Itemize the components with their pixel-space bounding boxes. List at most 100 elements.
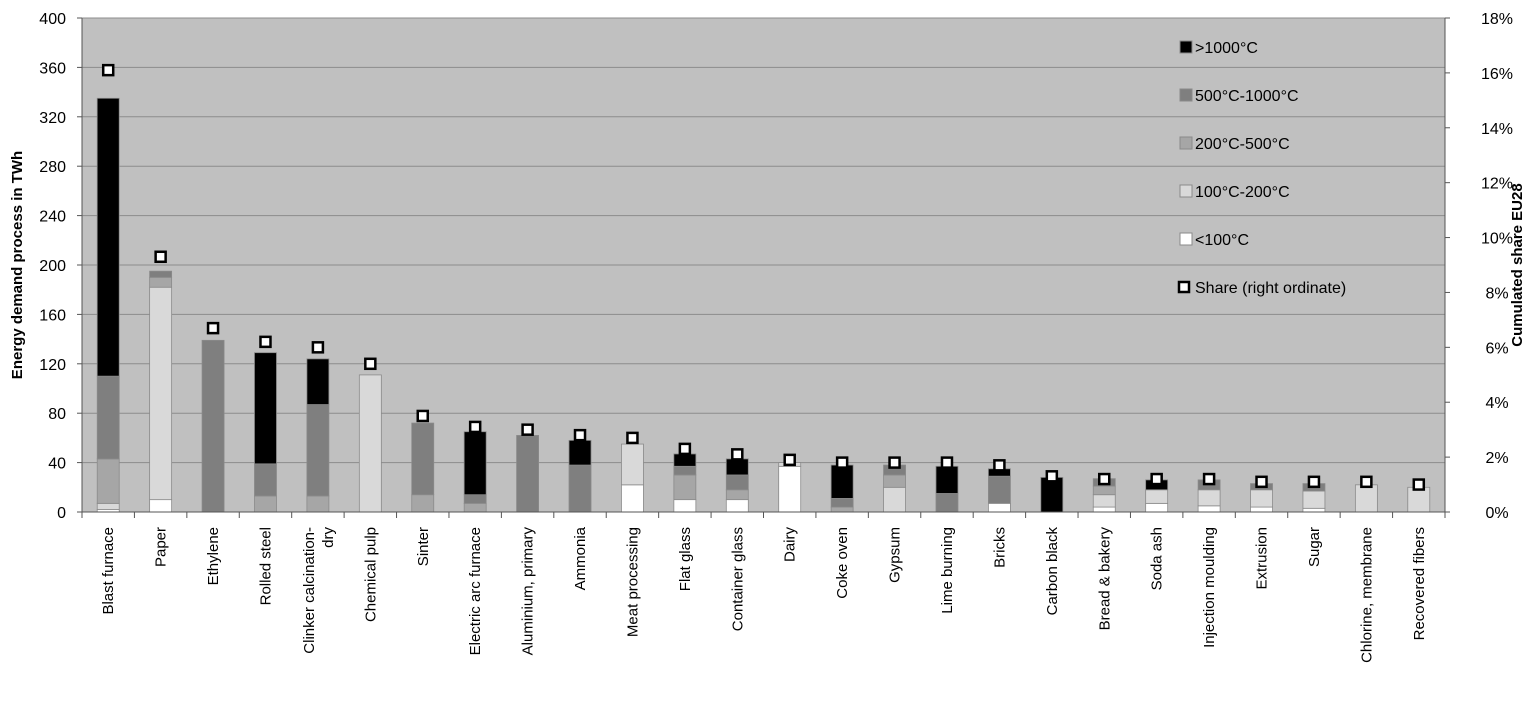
bar-segment-ammonia-1000-c	[568, 439, 592, 466]
bar-segment-carbon-black-1000-c	[1040, 477, 1064, 513]
y2-tick-label: 0%	[1485, 505, 1508, 522]
bar-segment-blast-furnace-1000-c	[96, 97, 120, 377]
x-axis: Blast furnace Paper Ethylene Rolled steel Cl…	[81, 511, 1446, 663]
share-marker-sugar	[1307, 475, 1321, 489]
bar-segment-injection-moulding-100-c	[1197, 505, 1221, 513]
x-tick-label: Bread & bakery	[1096, 527, 1113, 631]
share-marker-chemical-pulp	[364, 357, 377, 371]
bar-segment-sinter-500-c-1000-c	[411, 422, 435, 496]
bar-segment-extrusion-100-c-200-c	[1250, 489, 1273, 508]
bar-segment-soda-ash-100-c	[1145, 502, 1169, 513]
y2-tick-label: 8%	[1485, 285, 1508, 302]
bar-segment-container-glass-100-c	[725, 499, 749, 513]
y2-tick-label: 18%	[1481, 11, 1513, 28]
legend-swatch-500-c-1000-c	[1179, 88, 1193, 102]
x-tick-label: Dairy	[782, 527, 799, 563]
bar-segment-sugar-100-c	[1302, 507, 1326, 513]
legend: >1000°C 500°C-1000°C 200°C-500°C 100°C-200°…	[1177, 40, 1346, 297]
bar-segment-paper-500-c-1000-c	[149, 270, 173, 278]
y2-tick-label: 10%	[1481, 231, 1513, 248]
x-tick-label: Paper	[153, 527, 170, 567]
bar-segment-aluminium-primary-500-c-1000-c	[516, 435, 539, 513]
bar-segment-flat-glass-500-c-1000-c	[673, 465, 697, 476]
bar-segment-container-glass-200-c-500-c	[725, 489, 749, 501]
x-tick-label: Carbon black	[1044, 527, 1061, 616]
bar-segment-blast-furnace-200-c-500-c	[96, 458, 120, 504]
bar-segment-flat-glass-1000-c	[673, 453, 697, 467]
share-marker-chlorine-membrane	[1360, 475, 1373, 489]
bar-segment-gypsum-200-c-500-c	[883, 474, 906, 488]
y-tick-label: 0	[57, 505, 66, 522]
x-tick-label: Injection moulding	[1201, 527, 1218, 648]
x-tick-label: Ethylene	[205, 527, 222, 585]
y2-tick-label: 2%	[1485, 450, 1508, 467]
share-marker-ethylene	[206, 321, 220, 335]
bar-segment-meat-processing-100-c-200-c	[621, 443, 644, 486]
bar-segment-sugar-100-c-200-c	[1302, 490, 1326, 509]
y-axis-title: Energy demand process in TWh	[9, 151, 26, 379]
y2-tick-label: 6%	[1485, 340, 1508, 357]
y2-tick-label: 14%	[1481, 121, 1513, 138]
y-tick-label: 120	[39, 357, 66, 374]
legend-label: 200°C-500°C	[1195, 136, 1290, 153]
bar-segment-recovered-fibers-100-c-200-c	[1407, 486, 1431, 513]
bar-segment-clinker-calcination-dry-1000-c	[306, 358, 330, 405]
legend-label: 500°C-1000°C	[1195, 88, 1299, 105]
share-markers	[101, 63, 1426, 491]
bar-segment-flat-glass-100-c	[673, 499, 697, 513]
share-marker-bricks	[993, 459, 1006, 472]
bar-segment-bread-bakery-200-c-500-c	[1092, 485, 1116, 496]
y2-tick-label: 12%	[1481, 176, 1513, 193]
x-tick-label: Coke oven	[834, 527, 851, 599]
x-tick-label: Flat glass	[677, 527, 694, 591]
bar-segment-chlorine-membrane-100-c-200-c	[1354, 484, 1378, 513]
bar-segment-sinter-200-c-500-c	[411, 494, 435, 513]
x-tick-label: Extrusion	[1254, 527, 1271, 590]
legend-label: Share (right ordinate)	[1195, 280, 1346, 297]
y-tick-label: 200	[39, 258, 66, 275]
share-marker-clinker-calcination-dry	[311, 341, 325, 354]
x-tick-label: Container glass	[729, 527, 746, 631]
share-marker-extrusion	[1255, 475, 1268, 489]
bar-segment-paper-100-c-200-c	[149, 286, 173, 501]
legend-label: 100°C-200°C	[1195, 184, 1290, 201]
legend-swatch-200-c-500-c	[1179, 136, 1193, 150]
y-tick-label: 280	[39, 159, 66, 176]
bar-segment-rolled-steel-200-c-500-c	[254, 495, 277, 513]
bar-segment-electric-arc-furnace-500-c-1000-c	[463, 494, 487, 504]
x-tick-label: Chemical pulp	[362, 527, 379, 622]
share-marker-lime-burning	[940, 456, 954, 469]
x-tick-label: Sugar	[1306, 527, 1323, 567]
bar-segment-lime-burning-1000-c	[935, 465, 959, 494]
share-marker-meat-processing	[626, 431, 639, 445]
bar-segment-electric-arc-furnace-1000-c	[463, 431, 487, 496]
y-tick-label: 240	[39, 209, 66, 226]
share-marker-carbon-black	[1045, 470, 1059, 483]
share-marker-container-glass	[731, 448, 744, 461]
bar-segment-ethylene-500-c-1000-c	[201, 339, 225, 513]
legend-swatch-100-c	[1179, 232, 1193, 246]
legend-swatch-1000-c	[1179, 40, 1193, 54]
share-marker-sinter	[416, 409, 429, 423]
bar-segment-injection-moulding-100-c-200-c	[1197, 489, 1221, 507]
bar-segment-paper-200-c-500-c	[149, 276, 173, 288]
bar-segment-gypsum-100-c-200-c	[883, 486, 906, 513]
share-marker-coke-oven	[835, 456, 849, 469]
x-tick-label: Gypsum	[887, 527, 904, 583]
share-marker-electric-arc-furnace	[468, 420, 482, 434]
legend-label: >1000°C	[1195, 40, 1258, 57]
bar-segment-bricks-500-c-1000-c	[988, 475, 1011, 504]
bar-segment-rolled-steel-1000-c	[254, 352, 277, 465]
y2-tick-label: 4%	[1485, 395, 1508, 412]
bar-segment-chemical-pulp-100-c-200-c	[358, 374, 382, 513]
legend-label: <100°C	[1195, 232, 1249, 249]
right-axis: 0% 2% 4% 6% 8% 10% 12% 14% 16% 18%	[1444, 11, 1513, 522]
bar-segment-container-glass-1000-c	[725, 458, 749, 476]
bar-segment-bricks-100-c	[988, 502, 1011, 513]
share-marker-bread-bakery	[1098, 472, 1111, 486]
y-tick-label: 160	[39, 307, 66, 324]
x-tick-label: Blast furnace	[100, 527, 117, 615]
share-marker-blast-furnace	[101, 63, 115, 77]
x-tick-label: Clinker calcination-dry	[301, 527, 337, 654]
